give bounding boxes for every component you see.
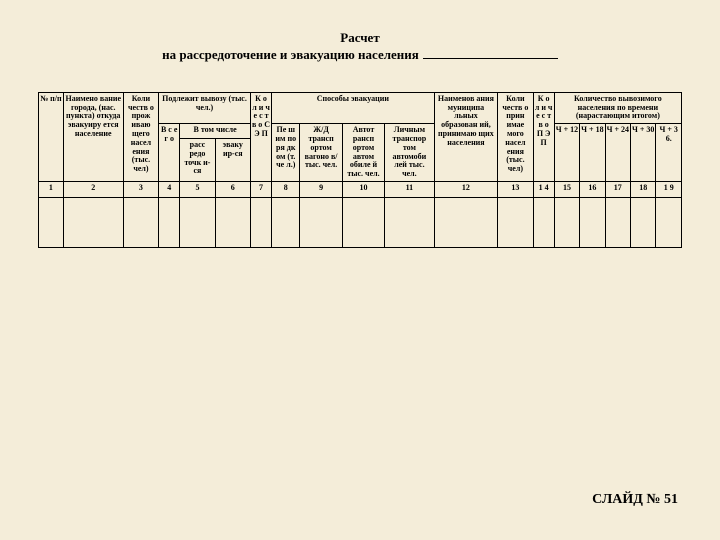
h-t18: Ч + 18 <box>580 124 605 182</box>
col-number: 17 <box>605 181 630 197</box>
col-number: 16 <box>580 181 605 197</box>
title-block: Расчет на рассредоточение и эвакуацию на… <box>0 0 720 64</box>
table-row <box>39 197 682 247</box>
col-number: 4 <box>159 181 180 197</box>
h-pop: Коли честв о прож иваю щего насел ения (… <box>123 92 158 181</box>
empty-cell <box>533 197 554 247</box>
table-container: № п/п Наимено вание города, (нас. пункта… <box>0 64 720 248</box>
h-auto: Автот рансп ортом автом обиле й тыс. чел… <box>342 124 384 182</box>
column-number-row: 123456789101112131 4151617181 9 <box>39 181 682 197</box>
h-num: № п/п <box>39 92 64 181</box>
empty-cell <box>215 197 250 247</box>
h-t12: Ч + 12 <box>554 124 579 182</box>
empty-cell <box>631 197 656 247</box>
empty-cell <box>656 197 682 247</box>
title-line2: на рассредоточение и эвакуацию населения <box>0 47 720 64</box>
empty-cell <box>272 197 300 247</box>
empty-cell <box>300 197 342 247</box>
h-timeline-group: Количество вывозимого населения по време… <box>554 92 681 123</box>
col-number: 15 <box>554 181 579 197</box>
col-number: 2 <box>63 181 123 197</box>
col-number: 9 <box>300 181 342 197</box>
h-export-group: Подлежит вывозу (тыс. чел.) <box>159 92 251 123</box>
header-row-1: № п/п Наимено вание города, (нас. пункта… <box>39 92 682 123</box>
h-foot: Пе ш им по ря дк ом (т. че л.) <box>272 124 300 182</box>
empty-cell <box>123 197 158 247</box>
col-number: 18 <box>631 181 656 197</box>
h-t24: Ч + 24 <box>605 124 630 182</box>
h-incl: В том числе <box>180 124 251 139</box>
empty-cell <box>63 197 123 247</box>
col-number: 1 4 <box>533 181 554 197</box>
col-number: 7 <box>250 181 271 197</box>
empty-cell <box>434 197 498 247</box>
empty-cell <box>342 197 384 247</box>
empty-cell <box>605 197 630 247</box>
col-number: 5 <box>180 181 215 197</box>
empty-cell <box>180 197 215 247</box>
h-receive-name: Наименов ания муниципа льных образован и… <box>434 92 498 181</box>
empty-cell <box>385 197 434 247</box>
empty-cell <box>498 197 533 247</box>
h-rail: Ж/Д трансп ортом вагоно в/тыс. чел. <box>300 124 342 182</box>
h-t36: Ч + 3 6. <box>656 124 682 182</box>
col-number: 13 <box>498 181 533 197</box>
h-personal: Личным транспор том автомоби лей тыс. че… <box>385 124 434 182</box>
h-disperse: расс редо точк и-ся <box>180 138 215 181</box>
col-number: 12 <box>434 181 498 197</box>
empty-cell <box>554 197 579 247</box>
empty-cell <box>580 197 605 247</box>
h-t30: Ч + 30 <box>631 124 656 182</box>
h-pep: К о л и ч е с т в о П Э П <box>533 92 554 181</box>
h-sep: К о л и ч е с т в о С Э П <box>250 92 271 181</box>
h-city: Наимено вание города, (нас. пункта) отку… <box>63 92 123 181</box>
empty-cell <box>159 197 180 247</box>
h-methods-group: Способы эвакуации <box>272 92 435 123</box>
col-number: 6 <box>215 181 250 197</box>
empty-cell <box>39 197 64 247</box>
title-line1: Расчет <box>0 30 720 47</box>
col-number: 11 <box>385 181 434 197</box>
h-evac: эваку ир-ся <box>215 138 250 181</box>
col-number: 8 <box>272 181 300 197</box>
h-receive-count: Коли честв о прин имае мого насел ения (… <box>498 92 533 181</box>
col-number: 1 <box>39 181 64 197</box>
col-number: 1 9 <box>656 181 682 197</box>
evacuation-table: № п/п Наимено вание города, (нас. пункта… <box>38 92 682 248</box>
col-number: 3 <box>123 181 158 197</box>
empty-cell <box>250 197 271 247</box>
slide-number-label: СЛАЙД № 51 <box>592 492 678 508</box>
col-number: 10 <box>342 181 384 197</box>
h-total: В с е г о <box>159 124 180 182</box>
